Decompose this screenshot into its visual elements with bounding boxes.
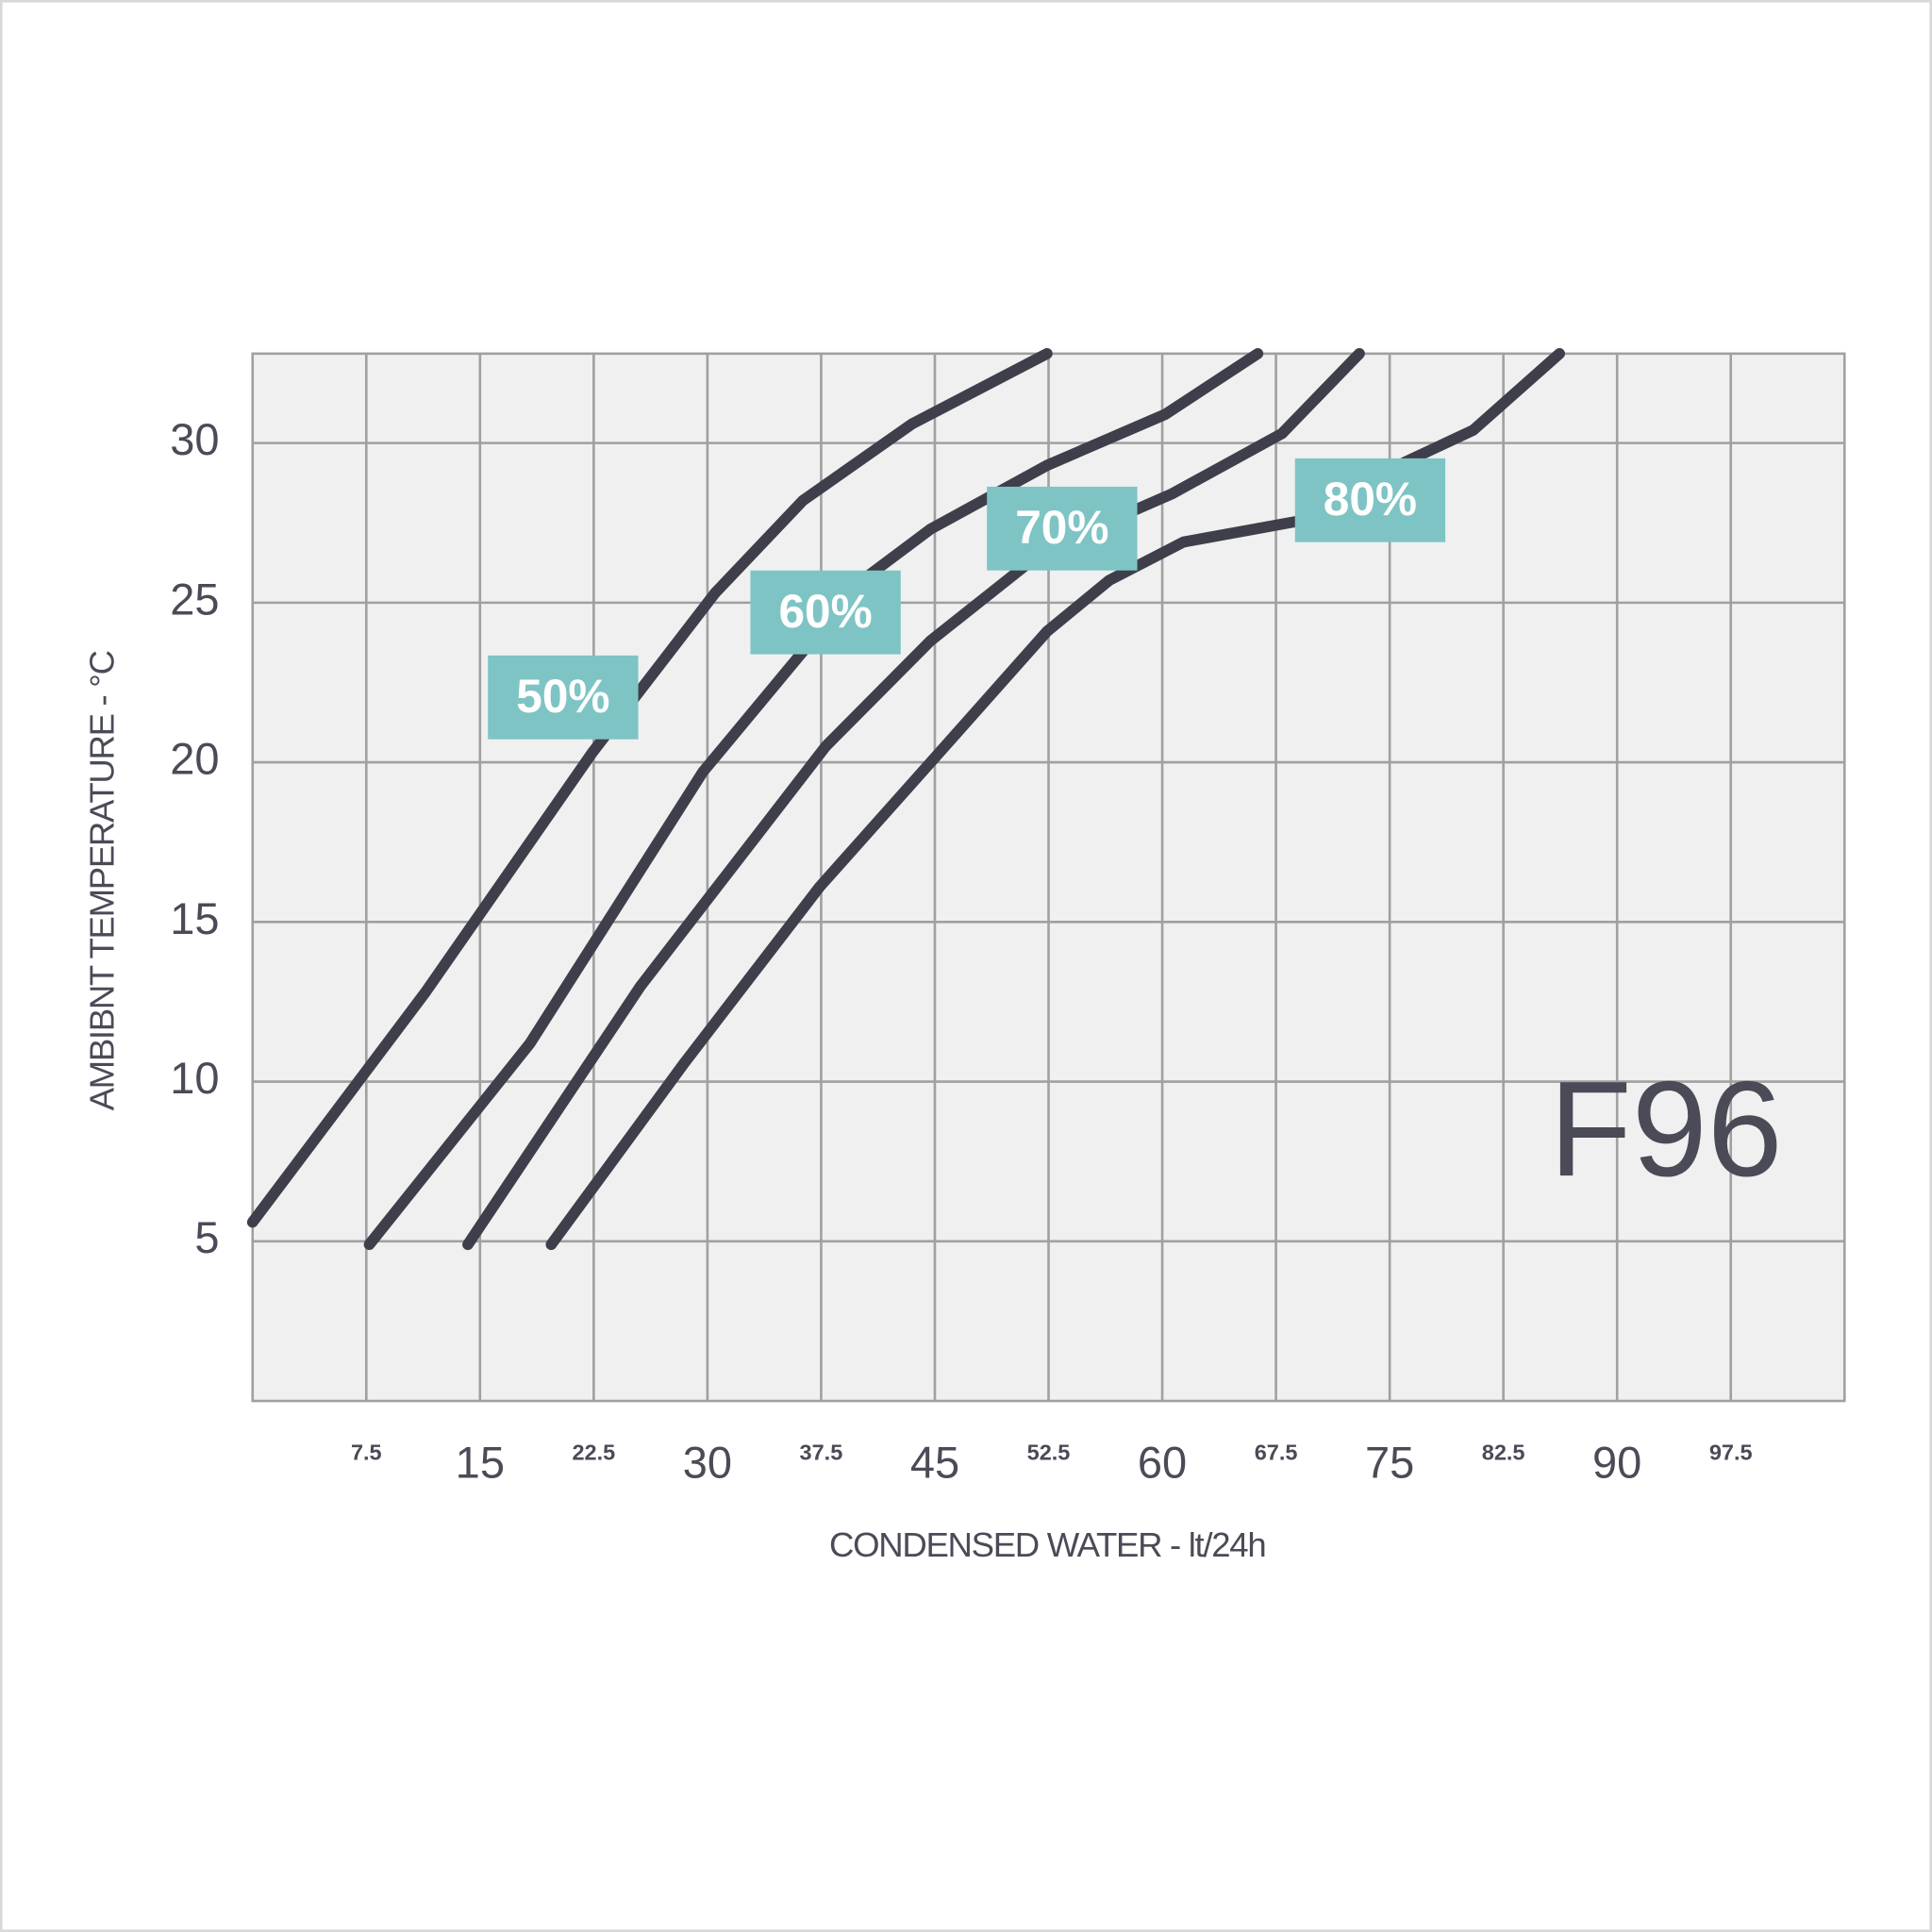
legend-label: 60% <box>778 585 872 638</box>
x-axis-label: CONDENSED WATER - lt/24h <box>829 1525 1265 1564</box>
y-tick-label: 20 <box>170 734 219 784</box>
x-tick-label: 75 <box>1365 1438 1414 1488</box>
legend-box <box>750 570 901 655</box>
legend-label: 80% <box>1324 473 1417 525</box>
x-tick-label: 30 <box>683 1438 732 1488</box>
legend-label: 70% <box>1015 501 1108 554</box>
y-tick-label: 15 <box>170 893 219 943</box>
x-tick-label: 37.5 <box>800 1440 843 1464</box>
curve <box>462 347 1365 1251</box>
curve <box>363 347 1264 1251</box>
legend-box <box>488 655 639 740</box>
x-tick-label: 67.5 <box>1255 1440 1298 1464</box>
x-tick-label: 15 <box>456 1438 505 1488</box>
x-tick-label: 82.5 <box>1482 1440 1525 1464</box>
x-tick-label: 7.5 <box>351 1440 382 1464</box>
y-tick-label: 25 <box>170 574 219 624</box>
y-tick-label: 5 <box>194 1212 219 1262</box>
legend-box <box>1294 458 1446 542</box>
x-tick-label: 22.5 <box>572 1440 615 1464</box>
labels: 50% 60% 70% 80% <box>488 458 1446 740</box>
legend-label: 50% <box>516 670 609 723</box>
curve <box>545 347 1565 1251</box>
x-tick-label: 97.5 <box>1709 1440 1753 1464</box>
y-tick-label: 30 <box>170 414 219 464</box>
x-tick-label: 90 <box>1592 1438 1641 1488</box>
lines <box>246 347 1565 1251</box>
y-tick-label: 10 <box>170 1053 219 1103</box>
x-tick-label: 52.5 <box>1027 1440 1071 1464</box>
legend-box <box>987 486 1138 571</box>
x-tick-label: 60 <box>1138 1438 1187 1488</box>
x-tick-label: 45 <box>910 1438 959 1488</box>
y-axis-label: AMBIBNT TEMPERATURE - °C <box>83 650 122 1110</box>
annotation: F96 <box>1549 1054 1783 1205</box>
curve <box>246 347 1053 1228</box>
